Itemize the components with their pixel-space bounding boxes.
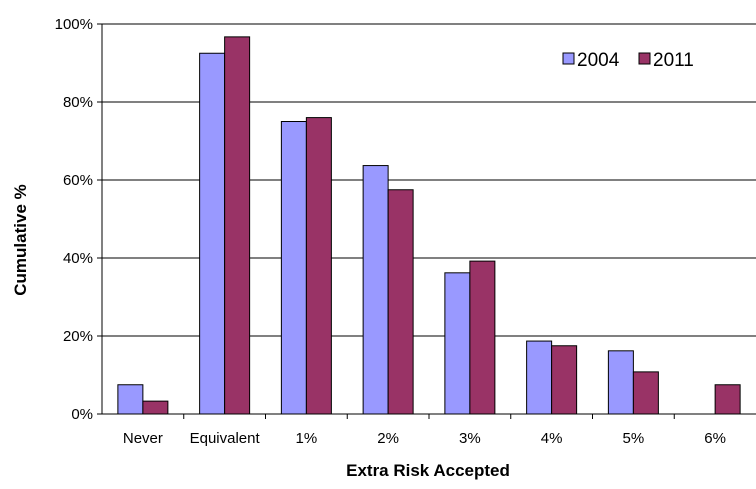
- x-tick-label: Equivalent: [190, 430, 261, 447]
- bar-2004-1%: [280, 121, 307, 415]
- bar-2011-Never: [142, 400, 169, 415]
- y-tick-label: 0%: [71, 406, 93, 423]
- bars: [117, 36, 741, 415]
- gridlines: [97, 23, 756, 415]
- bar-2004-Never: [117, 384, 144, 415]
- y-tick-label: 20%: [63, 328, 93, 345]
- y-tick-label: 60%: [63, 172, 93, 189]
- x-axis-title: Extra Risk Accepted: [346, 461, 510, 480]
- bar-2011-Equivalent: [224, 36, 251, 415]
- bar-2004-4%: [526, 340, 553, 415]
- bar-2011-3%: [469, 260, 496, 415]
- x-tick-label: 5%: [623, 430, 645, 447]
- x-tick-labels: Never Equivalent 1% 2% 3% 4% 5% 6%: [123, 430, 726, 447]
- bar-2011-1%: [305, 117, 332, 415]
- y-tick-label: 100%: [55, 16, 93, 33]
- y-tick-label: 80%: [63, 94, 93, 111]
- legend-label-2011: 2011: [653, 50, 694, 71]
- bar-2004-2%: [362, 165, 389, 415]
- bar-2011-5%: [632, 371, 659, 415]
- y-tick-labels: 0% 20% 40% 60% 80% 100%: [55, 16, 93, 423]
- x-tick-label: 6%: [704, 430, 726, 447]
- bar-2004-5%: [607, 350, 634, 415]
- axes: [101, 24, 756, 419]
- x-tick-label: 1%: [296, 430, 318, 447]
- bar-2004-Equivalent: [199, 52, 226, 415]
- bar-2004-3%: [444, 272, 471, 415]
- legend-swatch-2004: [562, 52, 575, 65]
- y-tick-label: 40%: [63, 250, 93, 267]
- legend: 2004 2011: [562, 50, 694, 71]
- x-tick-label: Never: [123, 430, 163, 447]
- bar-2011-4%: [551, 345, 578, 415]
- bar-2011-6%: [714, 384, 741, 415]
- bar-2011-2%: [387, 189, 414, 415]
- y-axis-title: Cumulative %: [11, 184, 30, 295]
- x-tick-label: 2%: [377, 430, 399, 447]
- x-tick-label: 4%: [541, 430, 563, 447]
- legend-swatch-2011: [638, 52, 651, 65]
- x-tick-label: 3%: [459, 430, 481, 447]
- legend-label-2004: 2004: [577, 50, 620, 71]
